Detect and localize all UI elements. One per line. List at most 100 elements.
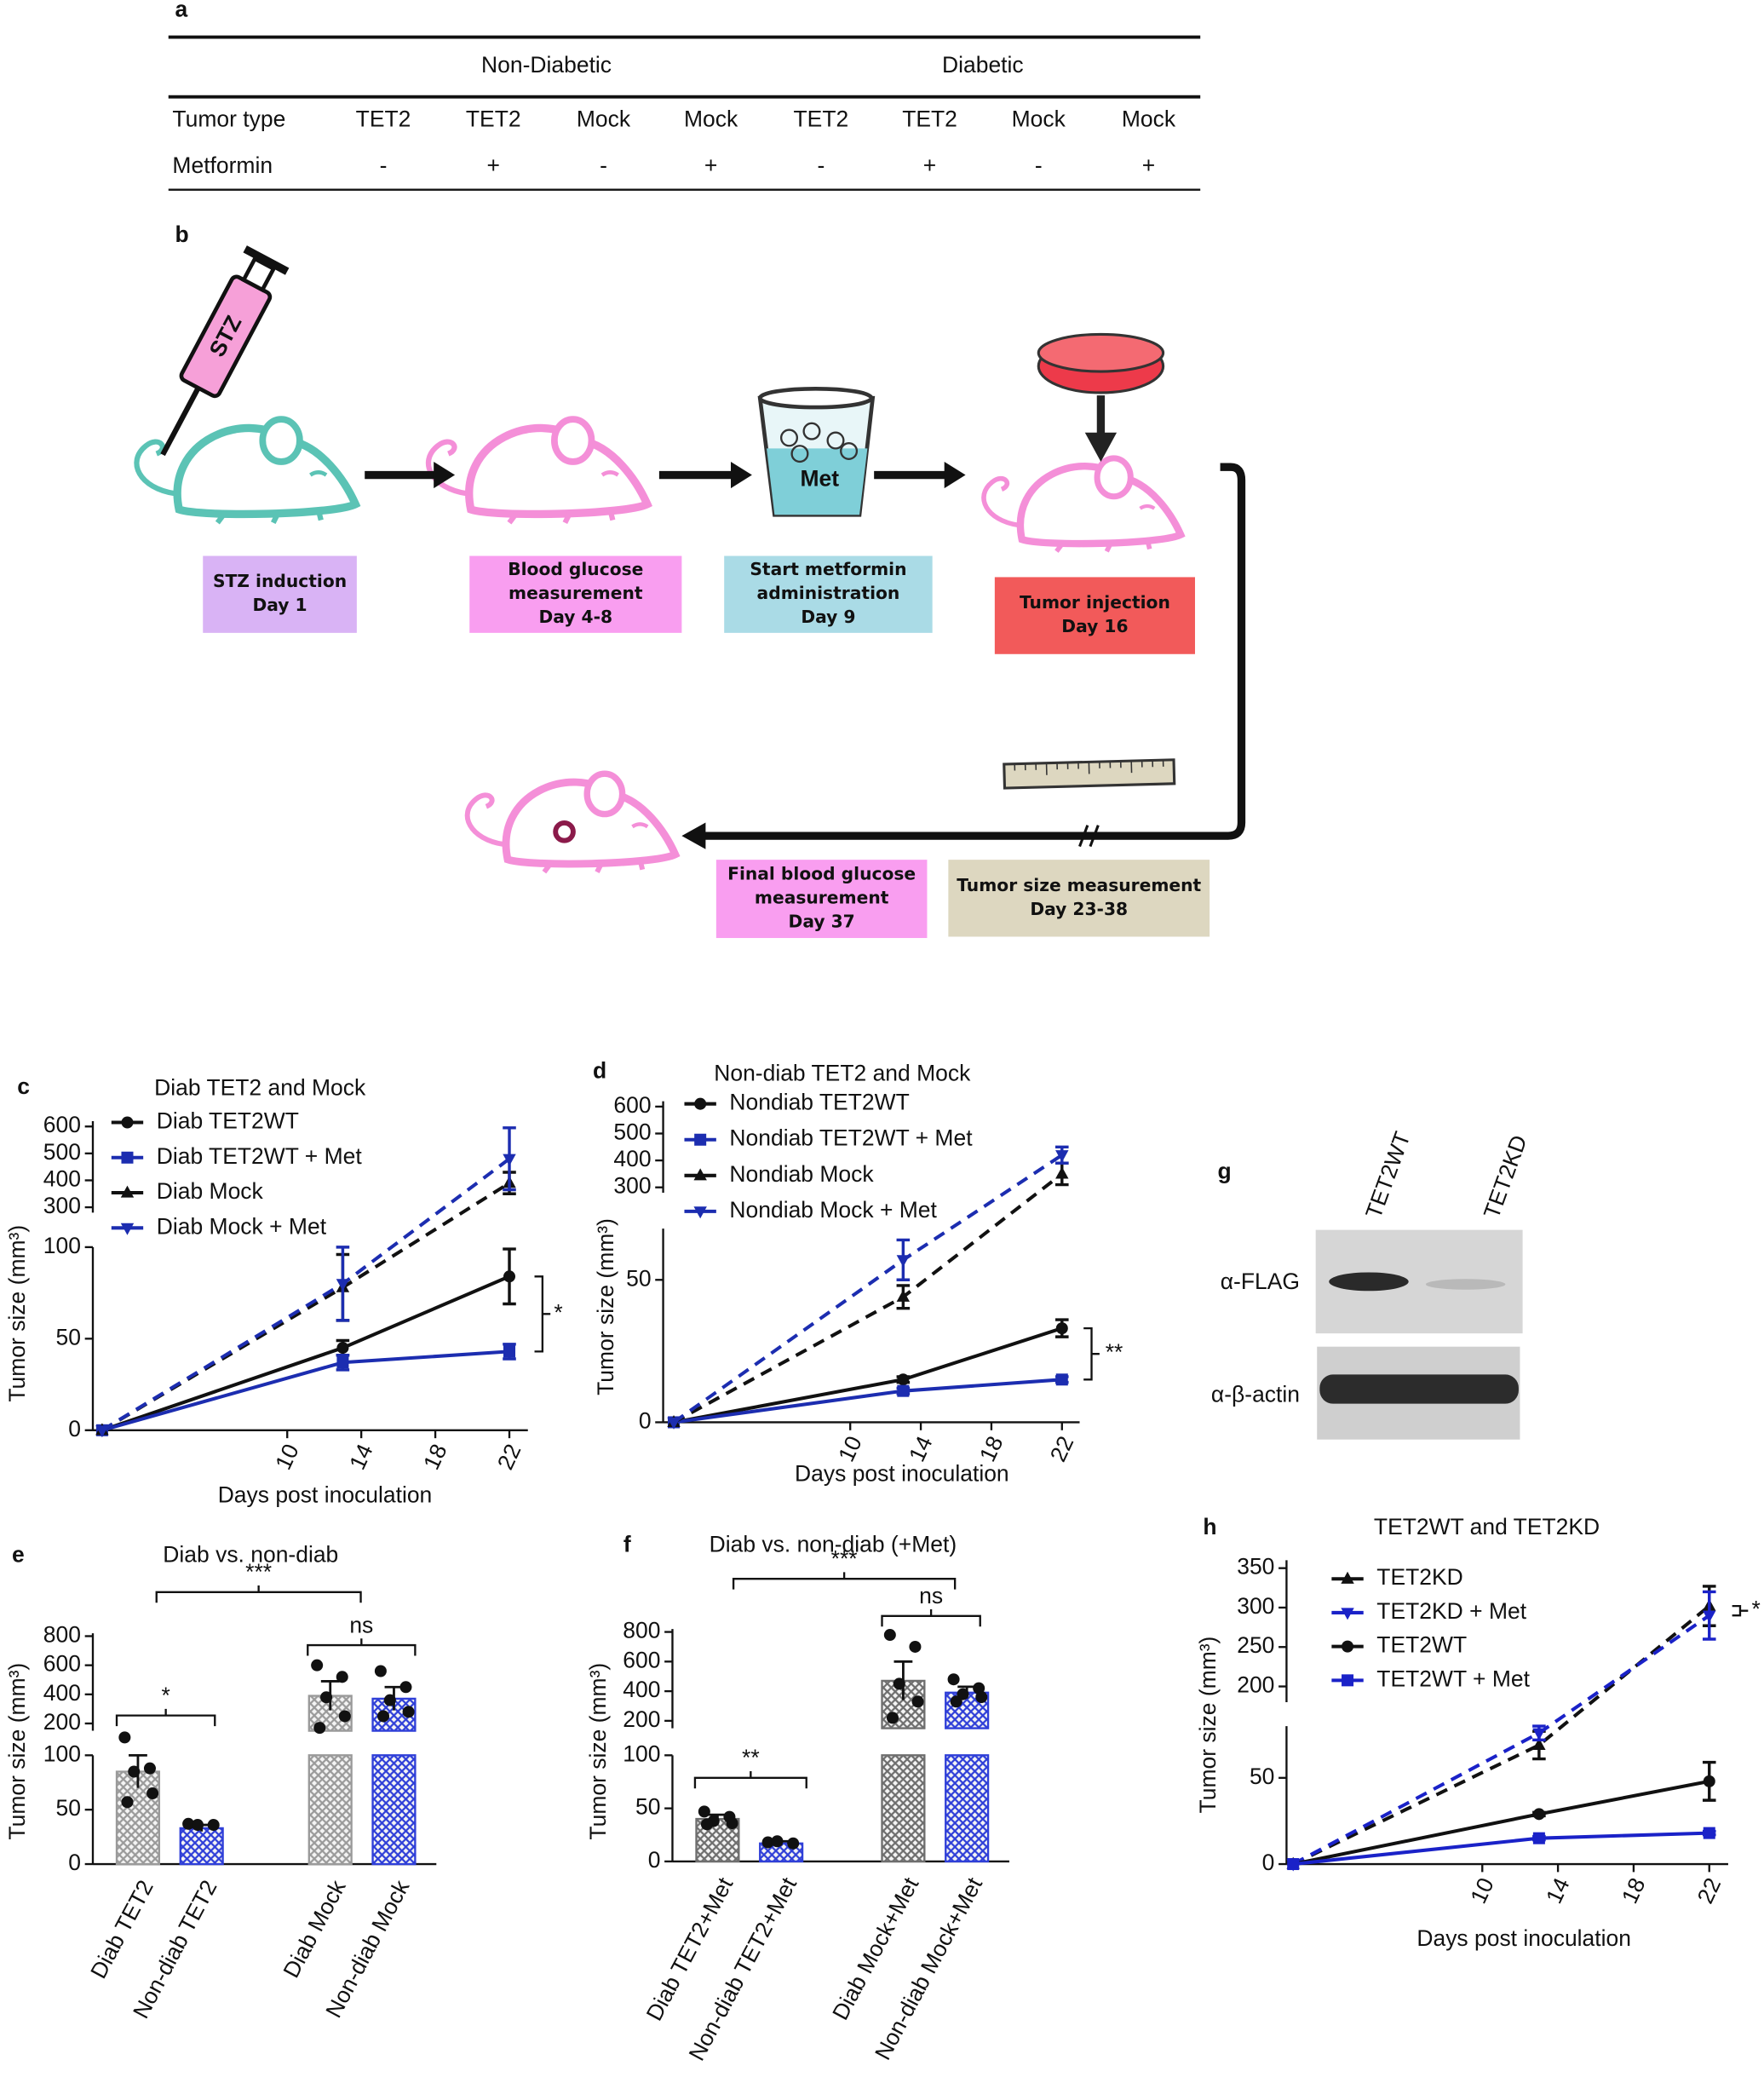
significance-bracket bbox=[881, 1609, 981, 1627]
step-box bbox=[203, 555, 357, 633]
blot-band bbox=[1329, 1272, 1409, 1292]
x-tick-label: 14 bbox=[344, 1440, 378, 1473]
step-text: Tumor size measurement bbox=[957, 875, 1201, 895]
y-tick-label: 400 bbox=[43, 1680, 81, 1706]
legend-label: TET2KD bbox=[1376, 1564, 1462, 1590]
y-tick-label: 100 bbox=[43, 1741, 81, 1766]
mouse-ear bbox=[259, 416, 303, 465]
mouse-ear bbox=[583, 770, 626, 818]
y-tick-label: 0 bbox=[68, 1850, 81, 1875]
blot-band bbox=[1319, 1374, 1519, 1404]
data-point bbox=[402, 1706, 415, 1718]
step-text: Day 1 bbox=[252, 595, 307, 615]
marker bbox=[120, 1185, 135, 1198]
panel-label: e bbox=[12, 1542, 25, 1568]
mouse-body bbox=[465, 423, 652, 519]
mouse-feet bbox=[542, 859, 646, 874]
significance-bracket bbox=[1732, 1604, 1749, 1617]
significance-label: *** bbox=[245, 1559, 272, 1585]
y-tick-label: 600 bbox=[43, 1112, 81, 1137]
y-tick-label: 100 bbox=[623, 1741, 660, 1766]
data-point bbox=[313, 1722, 326, 1735]
marker bbox=[1532, 1728, 1546, 1741]
data-point bbox=[700, 1818, 713, 1831]
data-point bbox=[893, 1677, 905, 1690]
pill bbox=[779, 429, 799, 447]
table-cell: TET2 bbox=[794, 106, 849, 132]
legend-label: Diab Mock bbox=[157, 1178, 264, 1204]
table-cell: - bbox=[1035, 152, 1043, 178]
table-cell: + bbox=[704, 152, 717, 178]
marker bbox=[896, 1255, 911, 1268]
marker bbox=[694, 1097, 707, 1110]
marker bbox=[336, 1342, 349, 1355]
mouse bbox=[426, 416, 652, 525]
y-tick-label: 300 bbox=[43, 1193, 81, 1218]
syringe: STZ bbox=[160, 245, 290, 457]
y-tick-label: 300 bbox=[1237, 1593, 1274, 1619]
mouse-feet bbox=[507, 509, 616, 525]
x-tick-label: 22 bbox=[1692, 1874, 1727, 1907]
marker bbox=[336, 1356, 349, 1369]
significance-label: ** bbox=[1106, 1339, 1123, 1365]
pill bbox=[826, 431, 845, 450]
significance-bracket bbox=[155, 1585, 362, 1603]
data-point bbox=[399, 1681, 412, 1694]
lane-label: TET2WT bbox=[1360, 1128, 1415, 1222]
data-point bbox=[192, 1819, 204, 1832]
series-line bbox=[101, 1349, 510, 1432]
x-axis-label: Days post inoculation bbox=[1416, 1925, 1631, 1951]
marker bbox=[1703, 1775, 1715, 1787]
panel-label: b bbox=[175, 222, 189, 247]
group-header: Diabetic bbox=[942, 52, 1024, 78]
y-tick-label: 250 bbox=[1237, 1632, 1274, 1658]
significance-label: ** bbox=[742, 1745, 760, 1770]
panel-label: c bbox=[17, 1073, 30, 1099]
legend-label: Diab Mock + Met bbox=[157, 1213, 327, 1239]
marker bbox=[1703, 1827, 1715, 1839]
data-point bbox=[320, 1691, 333, 1704]
mouse bbox=[134, 416, 361, 525]
data-point bbox=[118, 1731, 131, 1744]
data-point bbox=[338, 1710, 351, 1723]
lane-label: TET2KD bbox=[1479, 1131, 1532, 1222]
y-tick-label: 0 bbox=[648, 1847, 661, 1873]
data-point bbox=[726, 1817, 738, 1830]
y-tick-label: 350 bbox=[1237, 1554, 1274, 1580]
panel-label: a bbox=[175, 0, 188, 21]
y-tick-label: 200 bbox=[1237, 1672, 1274, 1698]
legend-label: Nondiab Mock + Met bbox=[729, 1197, 937, 1223]
pill bbox=[802, 422, 821, 440]
table-cell: + bbox=[923, 152, 936, 178]
legend-label: Nondiab TET2WT bbox=[729, 1090, 909, 1115]
cup-label: Met bbox=[801, 466, 840, 492]
data-point bbox=[975, 1691, 988, 1704]
significance-bracket bbox=[115, 1708, 216, 1727]
data-point bbox=[143, 1762, 156, 1775]
significance-bracket bbox=[693, 1771, 807, 1789]
marker bbox=[503, 1154, 516, 1166]
x-tick-label: 22 bbox=[492, 1440, 526, 1473]
table-cell: Mock bbox=[684, 106, 738, 132]
data-point bbox=[911, 1695, 924, 1708]
y-tick-label: 800 bbox=[43, 1621, 81, 1647]
panel-label: g bbox=[1217, 1159, 1231, 1184]
y-tick-label: 200 bbox=[623, 1706, 660, 1732]
x-tick-label: 22 bbox=[1045, 1432, 1079, 1465]
legend-label: TET2KD + Met bbox=[1376, 1598, 1526, 1624]
mouse-tail bbox=[981, 475, 1020, 528]
data-point bbox=[886, 1712, 899, 1724]
mouse-body bbox=[173, 423, 361, 519]
bar bbox=[881, 1679, 926, 1863]
table-cell: TET2 bbox=[356, 106, 411, 132]
data-point bbox=[336, 1671, 348, 1683]
data-point bbox=[311, 1659, 324, 1672]
step-text: Day 9 bbox=[801, 607, 855, 627]
blot-label: α-β-actin bbox=[1211, 1381, 1300, 1407]
data-point bbox=[771, 1835, 784, 1848]
bar bbox=[179, 1827, 224, 1866]
syringe-needle bbox=[160, 386, 201, 457]
y-tick-label: 400 bbox=[43, 1165, 81, 1191]
